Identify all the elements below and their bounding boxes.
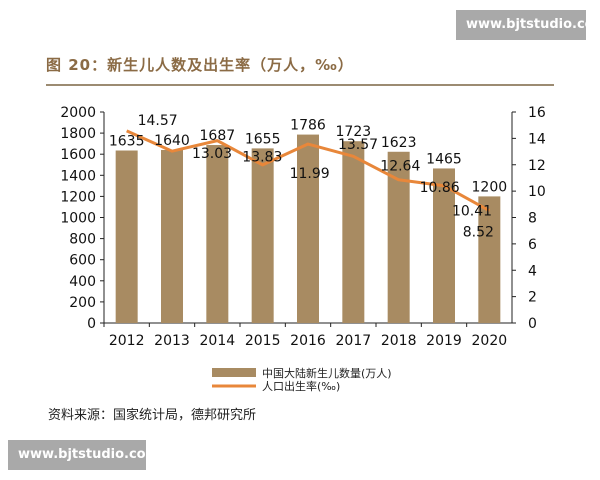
watermark-bottom: www.bjtstudio.com — [8, 440, 159, 470]
source-note: 资料来源：国家统计局，德邦研究所 — [48, 408, 257, 423]
left-tick-label: 200 — [69, 295, 96, 311]
watermark-top: www.bjtstudio.com — [456, 10, 600, 40]
right-tick-label: 4 — [528, 263, 537, 279]
bar-data-label: 1465 — [426, 151, 462, 167]
bar — [115, 150, 138, 323]
bar — [478, 196, 501, 323]
bar-data-label: 1655 — [245, 131, 281, 147]
chart: 0 200 400 600 800 1000 1200 1400 1600 1800 2000 0 2 4… — [60, 105, 546, 393]
bar — [387, 151, 410, 323]
x-tick-label: 2016 — [290, 333, 326, 349]
x-tick-label: 2015 — [245, 333, 281, 349]
rate-line — [126, 129, 491, 212]
right-tick-label: 12 — [528, 158, 546, 174]
right-tick-label: 6 — [528, 237, 537, 253]
x-tick-label: 2014 — [200, 333, 236, 349]
right-tick-label: 0 — [528, 316, 537, 332]
x-tick-label: 2012 — [109, 333, 145, 349]
legend-bar-swatch — [212, 368, 256, 377]
x-tick-label: 2019 — [426, 333, 462, 349]
bar — [297, 134, 319, 323]
right-tick-label: 10 — [528, 184, 546, 200]
rate-data-label: 8.52 — [463, 225, 494, 241]
right-tick-label: 16 — [528, 105, 546, 121]
bar-data-label: 1786 — [290, 118, 326, 134]
bar-data-label: 1200 — [472, 179, 508, 195]
rate-data-label: 13.03 — [192, 146, 232, 162]
bar-data-label: 1723 — [336, 124, 372, 140]
legend-line-label: 人口出生率(‰) — [262, 379, 340, 393]
x-tick-label: 2018 — [381, 333, 417, 349]
left-tick-label: 1400 — [60, 168, 96, 184]
bar — [342, 141, 365, 323]
left-tick-label: 1600 — [60, 147, 96, 163]
rate-data-label: 10.86 — [420, 180, 460, 196]
x-tick-label: 2017 — [336, 333, 372, 349]
x-tick-label: 2020 — [472, 333, 508, 349]
bar-data-label: 1623 — [381, 135, 417, 151]
bar — [251, 148, 274, 323]
left-tick-label: 400 — [69, 274, 96, 290]
chart-title: 图 20：新生儿人数及出生率（万人，‰） — [46, 56, 354, 74]
left-tick-label: 1200 — [60, 189, 96, 205]
rate-data-label: 14.57 — [138, 113, 178, 129]
bar — [161, 149, 183, 323]
left-tick-label: 800 — [69, 232, 96, 248]
rate-data-label: 12.64 — [380, 158, 420, 174]
left-tick-label: 600 — [69, 253, 96, 269]
bar — [206, 145, 229, 323]
right-tick-label: 14 — [528, 131, 546, 147]
left-tick-label: 1000 — [60, 211, 96, 227]
bar-data-label: 1687 — [200, 128, 236, 144]
bar — [433, 168, 455, 323]
x-tick-label: 2013 — [154, 333, 190, 349]
right-tick-label: 8 — [528, 211, 537, 227]
rate-data-label: 13.83 — [242, 150, 282, 166]
rate-data-label: 10.41 — [452, 204, 492, 220]
left-tick-label: 2000 — [60, 105, 96, 121]
rate-data-label: 13.57 — [338, 137, 378, 153]
bar-data-label: 1640 — [154, 133, 190, 149]
title-divider — [46, 84, 554, 86]
bar-data-label: 1635 — [109, 134, 145, 150]
rate-data-label: 11.99 — [290, 166, 330, 182]
legend-bar-label: 中国大陆新生儿数量(万人) — [262, 366, 392, 380]
left-tick-label: 0 — [87, 316, 96, 332]
right-tick-label: 2 — [528, 290, 537, 306]
left-tick-label: 1800 — [60, 126, 96, 142]
